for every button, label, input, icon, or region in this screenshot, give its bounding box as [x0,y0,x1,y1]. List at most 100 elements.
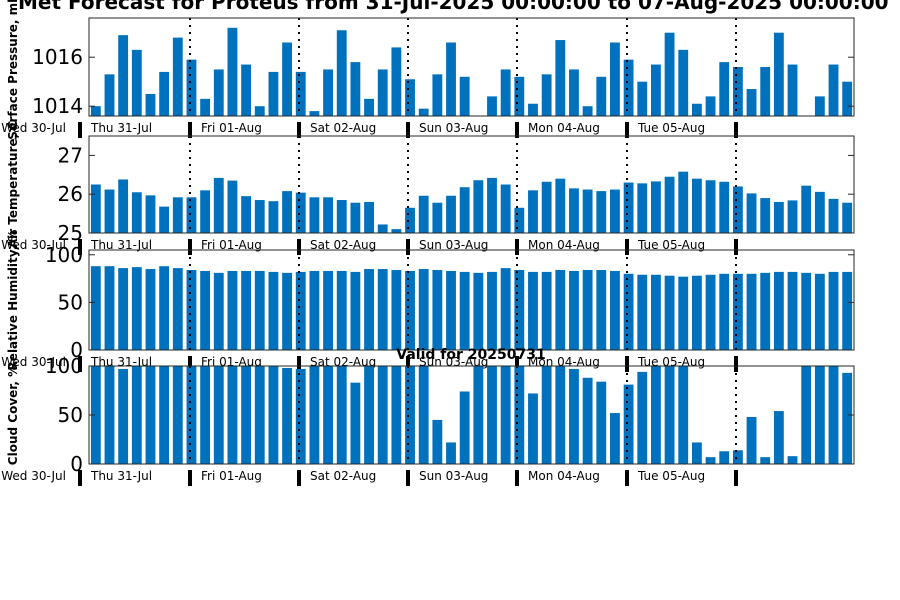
bar [569,270,579,350]
bar [719,273,730,350]
bar [227,366,238,464]
bar [473,272,484,350]
bar [842,81,853,116]
bar [118,35,129,116]
bar [254,366,265,464]
bar [377,366,388,464]
y-tick-label: 50 [58,290,83,314]
bar [473,180,484,233]
y-axis-label: Relative Humidity, % [6,230,20,371]
bar [487,96,497,116]
bar [487,366,497,464]
axes-box [88,135,855,234]
bar [801,366,812,464]
bar [200,98,211,116]
bar [350,271,361,350]
bar [104,266,115,350]
y-tick-label: 50 [58,403,83,427]
bar [500,366,511,464]
y-axis-label: Cloud Cover, % [6,365,20,465]
bar [787,456,798,464]
bar [323,69,333,116]
bar [719,451,730,464]
bar [241,366,252,464]
bar [90,106,101,116]
bar [131,49,142,116]
bar [528,271,538,350]
bar [555,40,566,116]
bar [814,366,825,464]
bar [705,96,716,116]
bar [746,416,757,464]
bar [418,108,429,116]
bar [746,193,757,233]
bar [828,366,839,464]
bar [814,96,825,116]
bar [227,180,238,233]
bar [350,202,361,233]
bars [90,266,853,350]
axes-box [88,17,855,117]
bars [90,27,853,116]
bar [418,195,429,233]
day-label: Sat 02-Aug [310,238,376,252]
bar [336,200,347,233]
bar [705,180,716,233]
day-label: Sun 03-Aug [419,238,488,252]
bar [377,269,388,350]
day-label: Sat 02-Aug [310,121,376,135]
bar [145,269,156,350]
bar [282,367,292,464]
bar [555,270,566,350]
bar [773,411,784,464]
day-label: Wed 30-Jul [1,238,66,252]
bar [309,366,320,464]
bar [446,42,456,116]
bar [582,270,593,350]
bar [569,69,579,116]
bar [691,442,702,464]
day-label: Thu 31-Jul [90,238,152,252]
bar [705,274,716,350]
bar [664,275,675,350]
bar [118,368,129,464]
bar [623,182,634,233]
day-label: Mon 04-Aug [528,121,600,135]
bar [623,384,634,464]
bar [323,197,333,233]
bar [295,71,306,116]
day-label: Thu 31-Jul [90,469,152,483]
bar [555,178,566,233]
bar [336,270,347,350]
bar [487,177,497,233]
bar [582,106,593,116]
bar [678,171,689,233]
bar [159,71,170,116]
y-tick-label: 27 [58,143,83,167]
bar [459,271,470,350]
bar [528,190,538,233]
bar [159,266,170,350]
bar [651,366,661,464]
bar [500,268,511,350]
day-label: Wed 30-Jul [1,355,66,369]
bar [405,79,415,116]
bar [364,98,374,116]
bar [651,181,661,233]
bar [842,202,853,233]
bar [118,179,129,233]
bar [364,201,374,233]
bar [514,270,525,350]
bar [323,366,333,464]
bar [254,200,265,233]
bar [773,271,784,350]
bar [637,274,648,350]
bar [610,42,620,116]
bar [145,366,156,464]
bar [487,271,497,350]
bar [691,178,702,233]
day-label: Wed 30-Jul [1,469,66,483]
bar [664,32,675,116]
day-label: Mon 04-Aug [528,238,600,252]
